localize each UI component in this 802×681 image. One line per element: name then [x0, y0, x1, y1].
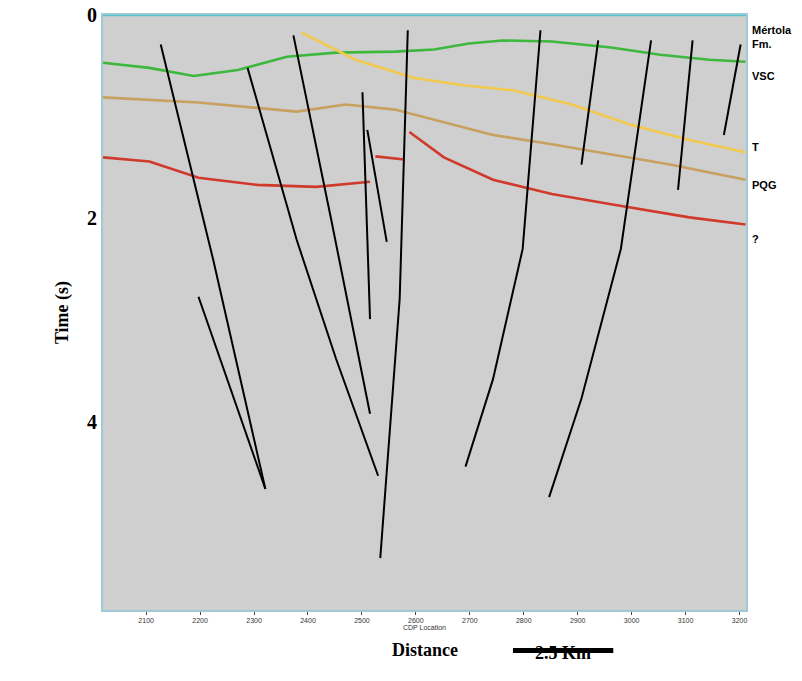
svg-text:2.5 Km: 2.5 Km [535, 643, 591, 663]
svg-text:CDP Location: CDP Location [403, 624, 446, 631]
svg-text:?: ? [752, 233, 759, 245]
svg-text:MértolaFm.: MértolaFm. [752, 24, 792, 50]
svg-text:2900: 2900 [570, 617, 586, 624]
svg-text:2400: 2400 [300, 617, 316, 624]
svg-text:VSC: VSC [752, 70, 775, 82]
svg-text:3200: 3200 [732, 617, 748, 624]
svg-text:3100: 3100 [678, 617, 694, 624]
svg-text:2100: 2100 [138, 617, 154, 624]
svg-text:Time (s): Time (s) [52, 281, 73, 344]
svg-text:2800: 2800 [516, 617, 532, 624]
svg-text:PQG: PQG [752, 179, 776, 191]
svg-text:T: T [752, 141, 759, 153]
svg-text:2300: 2300 [246, 617, 262, 624]
svg-text:2600: 2600 [408, 617, 424, 624]
svg-text:2200: 2200 [192, 617, 208, 624]
svg-text:2700: 2700 [462, 617, 478, 624]
svg-text:2500: 2500 [354, 617, 370, 624]
svg-text:0: 0 [87, 4, 97, 26]
svg-text:4: 4 [87, 411, 97, 433]
svg-text:3000: 3000 [624, 617, 640, 624]
svg-text:Distance: Distance [392, 640, 458, 660]
svg-text:2: 2 [87, 207, 97, 229]
